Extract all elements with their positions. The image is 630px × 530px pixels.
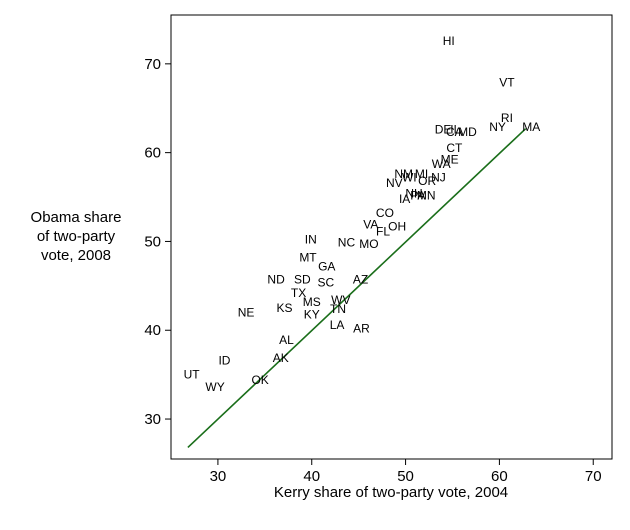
point-ia: IA [399, 192, 410, 206]
y-tick-label-50: 50 [144, 233, 161, 250]
point-ct: CT [446, 141, 463, 155]
point-ok: OK [251, 373, 268, 387]
point-mo: MO [359, 237, 378, 251]
point-az: AZ [353, 273, 368, 287]
point-nc: NC [338, 235, 356, 249]
x-tick-label-70: 70 [585, 468, 602, 485]
point-sd: SD [294, 273, 311, 287]
point-md: MD [458, 125, 477, 139]
x-tick-label-40: 40 [303, 468, 320, 485]
point-wy: WY [205, 380, 224, 394]
fit-line [187, 128, 527, 449]
point-ms: MS [303, 295, 321, 309]
point-nh: NH [405, 186, 422, 200]
y-axis-label-line-3: vote, 2008 [41, 247, 111, 264]
point-nv: NV [386, 176, 403, 190]
x-tick-label-60: 60 [491, 468, 508, 485]
point-sc: SC [317, 275, 334, 289]
point-ri: RI [501, 111, 513, 125]
point-ut: UT [184, 368, 201, 382]
point-la: LA [330, 318, 345, 332]
y-axis-label-line-2: of two-party [37, 228, 116, 245]
y-tick-label-60: 60 [144, 145, 161, 162]
y-axis-label-line-1: Obama share [31, 209, 122, 226]
point-mt: MT [299, 250, 317, 264]
point-pa: PA [410, 188, 425, 202]
point-nm: NM [394, 167, 413, 181]
point-tx: TX [291, 286, 306, 300]
point-ny: NY [489, 120, 506, 134]
point-il: IL [450, 123, 460, 137]
point-ga: GA [318, 259, 335, 273]
point-hi: HI [443, 34, 455, 48]
point-nd: ND [267, 273, 285, 287]
point-ak: AK [273, 351, 289, 365]
point-al: AL [279, 333, 294, 347]
point-id: ID [218, 353, 230, 367]
point-or: OR [418, 174, 436, 188]
point-fl: FL [376, 225, 390, 239]
point-wi: WI [402, 171, 417, 185]
plot-frame [170, 14, 613, 460]
point-va: VA [363, 218, 378, 232]
x-tick-label-50: 50 [397, 468, 414, 485]
y-tick-label-30: 30 [144, 411, 161, 428]
point-co: CO [376, 206, 394, 220]
point-ca: CA [446, 125, 463, 139]
point-mn: MN [417, 188, 436, 202]
y-tick-label-70: 70 [144, 56, 161, 73]
point-nj: NJ [431, 171, 446, 185]
point-wv: WV [331, 293, 350, 307]
point-ar: AR [353, 321, 370, 335]
point-ma: MA [522, 120, 540, 134]
x-tick-label-30: 30 [210, 468, 227, 485]
x-axis-label: Kerry share of two-party vote, 2004 [274, 484, 508, 501]
point-me: ME [441, 153, 459, 167]
point-mi: MI [415, 167, 428, 181]
point-wa: WA [432, 157, 451, 171]
point-ne: NE [238, 305, 255, 319]
y-axis: 30 40 50 60 70 [144, 56, 171, 428]
point-tn: TN [330, 302, 346, 316]
point-oh: OH [388, 219, 406, 233]
point-vt: VT [499, 75, 515, 89]
x-axis: 30 40 50 60 70 [210, 459, 602, 485]
point-ks: KS [277, 301, 293, 315]
point-ky: KY [304, 307, 320, 321]
y-tick-label-40: 40 [144, 322, 161, 339]
point-in: IN [305, 233, 317, 247]
point-de: DE [435, 123, 452, 137]
